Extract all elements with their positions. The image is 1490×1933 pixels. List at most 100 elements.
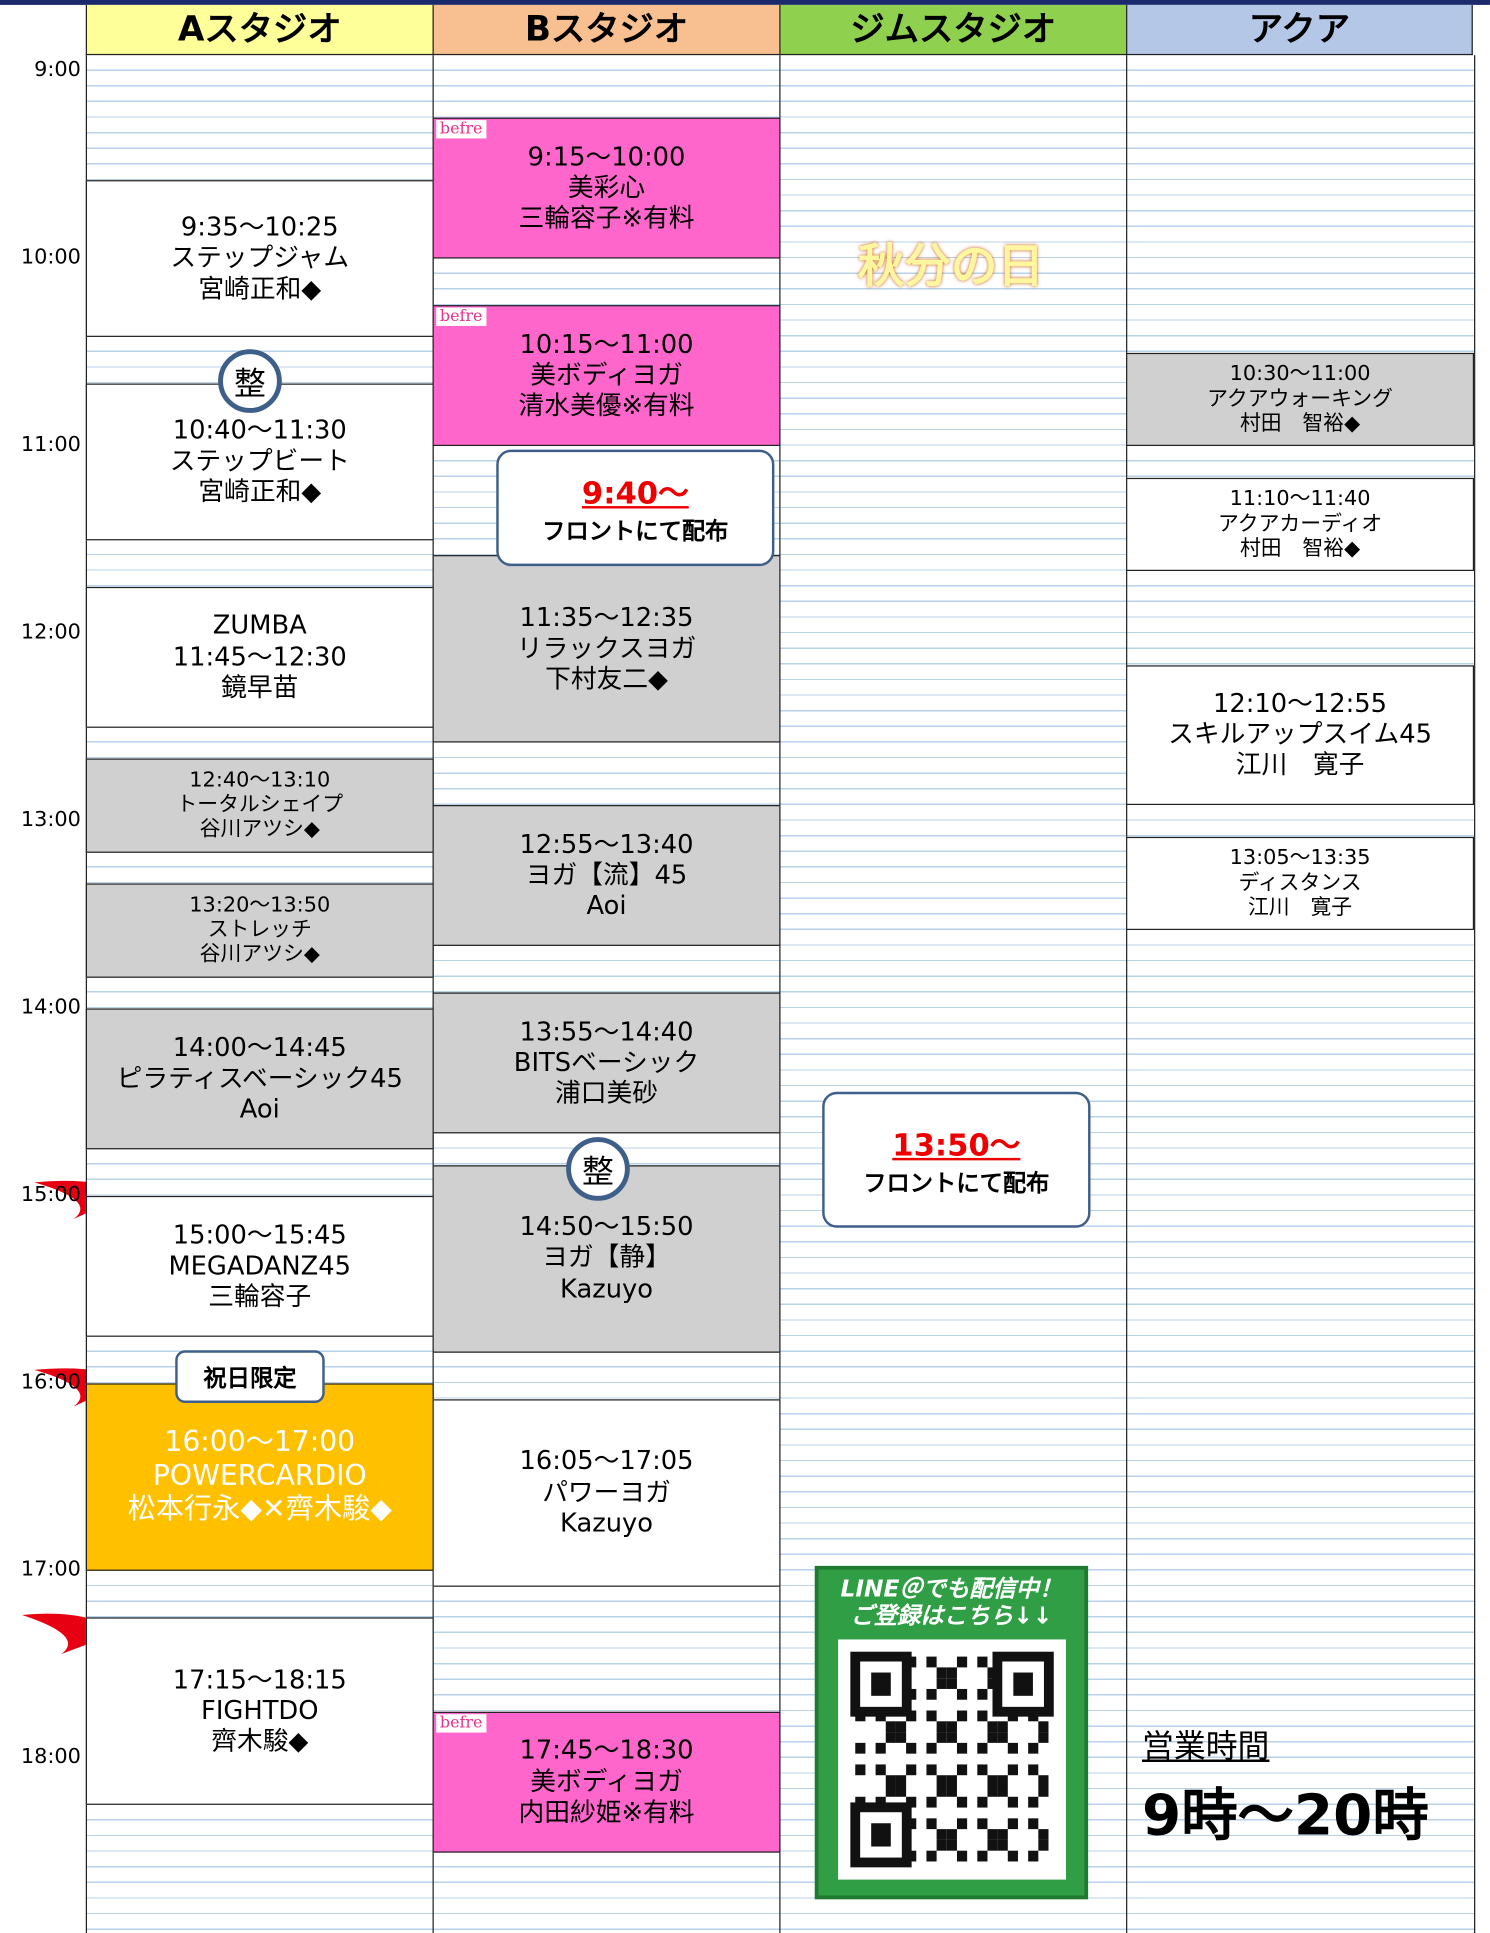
class-text: リラックスヨガ <box>516 633 697 664</box>
class-block: 10:15〜11:00 美ボディヨガ 清水美優※有料 <box>432 305 781 447</box>
class-text: Aoi <box>586 891 627 921</box>
class-text: アクアウォーキング <box>1207 386 1393 412</box>
studio-header: Bスタジオ <box>432 4 780 56</box>
holiday-badge: 祝日限定 <box>175 1350 325 1403</box>
class-text: 17:45〜18:30 <box>519 1735 694 1765</box>
class-block: 10:30〜11:00 アクアウォーキング 村田 智裕◆ <box>1126 352 1475 447</box>
class-block: 13:20〜13:50 ストレッチ 谷川アツシ◆ <box>85 883 434 978</box>
class-block: 14:50〜15:50 ヨガ【静】 Kazuyo <box>432 1164 781 1353</box>
class-block: 17:45〜18:30 美ボディヨガ 内田紗姫※有料 <box>432 1711 781 1853</box>
class-text: 宮崎正和◆ <box>198 477 322 507</box>
callout-text: フロントにて配布 <box>542 518 729 546</box>
class-text: ZUMBA <box>212 610 307 641</box>
class-block: 12:10〜12:55 スキルアップスイム45 江川 寛子 <box>1126 664 1475 806</box>
class-text: ヨガ【静】 <box>542 1242 671 1273</box>
class-block: 14:00〜14:45 ピラティスベーシック45 Aoi <box>85 1008 434 1150</box>
time-label: 16:00 <box>20 1369 81 1395</box>
studio-column <box>1126 55 1475 1933</box>
class-text: アクアカーディオ <box>1217 511 1383 537</box>
class-text: 10:40〜11:30 <box>172 415 347 445</box>
class-block: 9:35〜10:25 ステップジャム 宮崎正和◆ <box>85 180 434 337</box>
top-bar <box>0 0 1490 5</box>
class-text: MEGADANZ45 <box>168 1250 352 1281</box>
class-text: 美ボディヨガ <box>530 360 683 390</box>
class-text: トータルシェイプ <box>176 792 344 818</box>
class-text: 内田紗姫※有料 <box>518 1797 695 1827</box>
class-text: Aoi <box>239 1094 280 1124</box>
class-text: 浦口美砂 <box>555 1078 658 1108</box>
seal-mark: 整 <box>218 349 282 413</box>
class-text: ディスタンス <box>1238 870 1362 896</box>
class-text: 村田 智裕◆ <box>1239 536 1361 562</box>
class-block: 12:55〜13:40 ヨガ【流】45 Aoi <box>432 805 781 946</box>
class-text: 美ボディヨガ <box>530 1766 683 1796</box>
class-block: 11:10〜11:40 アクアカーディオ 村田 智裕◆ <box>1126 477 1475 571</box>
time-label: 9:00 <box>34 57 81 83</box>
callout-time: 9:40〜 <box>581 475 689 511</box>
class-text: パワーヨガ <box>542 1477 671 1507</box>
class-text: 12:55〜13:40 <box>519 829 694 859</box>
class-text: 江川 寛子 <box>1247 895 1353 921</box>
class-text: ステップジャム <box>170 243 350 273</box>
befre-logo: befre <box>436 120 487 139</box>
callout-time: 13:50〜 <box>892 1127 1021 1163</box>
time-label: 15:00 <box>20 1182 81 1207</box>
class-text: 江川 寛子 <box>1235 750 1365 780</box>
hours-label: 営業時間 <box>1141 1728 1270 1766</box>
befre-logo: befre <box>436 307 487 327</box>
class-text: 村田 智裕◆ <box>1239 411 1361 437</box>
time-label: 11:00 <box>20 432 81 458</box>
hours-value: 9時〜20時 <box>1141 1781 1429 1848</box>
class-text: 清水美優※有料 <box>518 391 695 421</box>
qr-pattern <box>850 1651 1054 1868</box>
class-text: ステップビート <box>169 446 350 476</box>
class-text: 美彩心 <box>567 172 646 203</box>
class-text: 15:00〜15:45 <box>172 1219 347 1250</box>
qr-code <box>838 1639 1067 1880</box>
class-block: 13:55〜14:40 BITSベーシック 浦口美砂 <box>432 992 781 1134</box>
holiday-art-title: 秋分の日 <box>857 238 1044 293</box>
class-text: 10:30〜11:00 <box>1229 361 1371 387</box>
callout: 13:50〜フロントにて配布 <box>822 1091 1091 1228</box>
callout: 9:40〜フロントにて配布 <box>496 449 775 567</box>
class-text: 下村友二◆ <box>545 664 668 694</box>
class-text: FIGHTDO <box>201 1696 319 1726</box>
class-text: 16:05〜17:05 <box>519 1446 694 1476</box>
class-text: 13:05〜13:35 <box>1229 845 1371 871</box>
class-text: ピラティスベーシック45 <box>116 1063 403 1093</box>
class-text: 13:20〜13:50 <box>189 892 331 918</box>
class-text: 12:40〜13:10 <box>189 767 331 793</box>
class-text: Kazuyo <box>560 1508 654 1538</box>
class-block: 15:00〜15:45 MEGADANZ45 三輪容子 <box>85 1195 434 1337</box>
class-text: 谷川アツシ◆ <box>199 817 320 843</box>
time-label: 17:00 <box>20 1557 81 1582</box>
class-block: 17:15〜18:15 FIGHTDO 齊木駿◆ <box>85 1617 434 1806</box>
class-block: 16:05〜17:05 パワーヨガ Kazuyo <box>432 1398 781 1587</box>
class-text: 11:35〜12:35 <box>519 602 694 633</box>
class-text: スキルアップスイム45 <box>1168 719 1432 750</box>
class-text: 齊木駿◆ <box>211 1726 309 1757</box>
class-text: 13:55〜14:40 <box>519 1016 694 1047</box>
class-text: 14:00〜14:45 <box>172 1032 347 1062</box>
class-text: ヨガ【流】45 <box>525 860 688 890</box>
class-text: 三輪容子 <box>208 1281 312 1312</box>
class-text: ストレッチ <box>207 917 312 943</box>
callout-text: フロントにて配布 <box>863 1170 1050 1198</box>
class-block: 9:15〜10:00 美彩心 三輪容子※有料 <box>432 117 781 259</box>
class-text: POWERCARDIO <box>152 1460 367 1493</box>
studio-header: Aスタジオ <box>85 4 433 56</box>
class-text: 松本行永◆✕齊木駿◆ <box>127 1494 392 1526</box>
class-block: 11:35〜12:35 リラックスヨガ 下村友二◆ <box>432 555 781 743</box>
time-label: 10:00 <box>20 245 81 270</box>
class-text: 宮崎正和◆ <box>198 273 322 304</box>
class-block: 16:00〜17:00 POWERCARDIO 松本行永◆✕齊木駿◆ <box>85 1383 434 1571</box>
class-text: 三輪容子※有料 <box>518 203 695 234</box>
line-promo-text: LINE＠でも配信中！ <box>840 1575 1063 1603</box>
time-label: 14:00 <box>20 994 81 1020</box>
time-label: 13:00 <box>20 807 81 832</box>
time-label: 12:00 <box>20 620 81 645</box>
studio-header: アクア <box>1126 4 1473 56</box>
time-label: 18:00 <box>20 1744 81 1770</box>
